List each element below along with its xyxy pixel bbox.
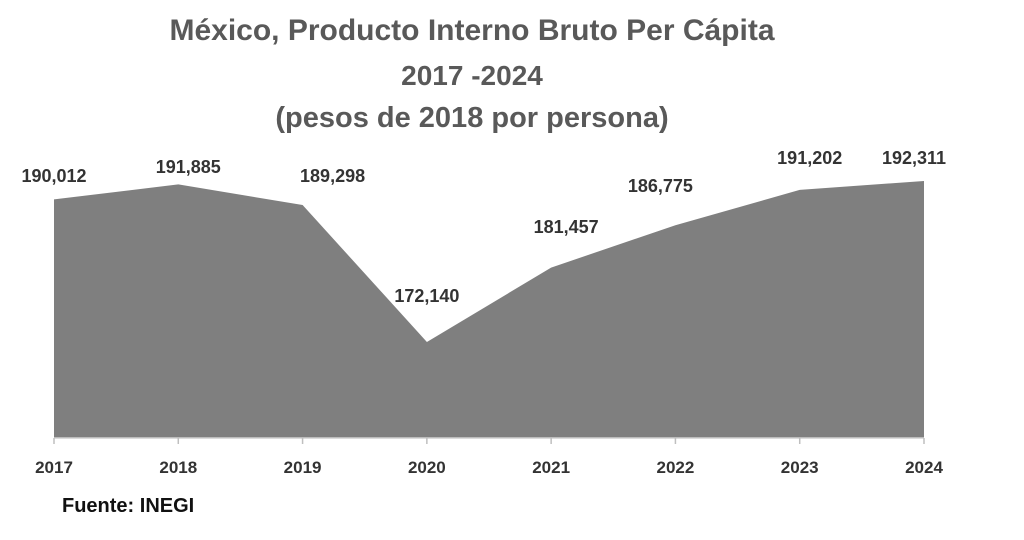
data-label: 191,202 [777,148,842,168]
data-label: 190,012 [21,166,86,186]
chart-title: México, Producto Interno Bruto Per Cápit… [169,14,775,47]
x-tick-label: 2019 [284,458,322,477]
data-label: 186,775 [628,176,693,196]
x-tick-label: 2023 [781,458,819,477]
chart-subtitle-units: (pesos de 2018 por persona) [275,102,669,134]
data-label: 172,140 [394,286,459,306]
data-label: 181,457 [534,217,599,237]
x-tick-label: 2018 [159,458,197,477]
x-tick-label: 2021 [532,458,570,477]
source-note: Fuente: INEGI [62,495,195,517]
data-label: 192,311 [882,148,946,168]
x-tick-label: 2022 [657,458,695,477]
chart-subtitle-years: 2017 -2024 [401,60,543,91]
data-label: 189,298 [300,166,365,186]
x-tick-label: 2020 [408,458,446,477]
data-label: 191,885 [156,157,221,177]
x-tick-label: 2017 [35,458,73,477]
x-tick-label: 2024 [905,458,943,477]
area-series [54,181,924,438]
